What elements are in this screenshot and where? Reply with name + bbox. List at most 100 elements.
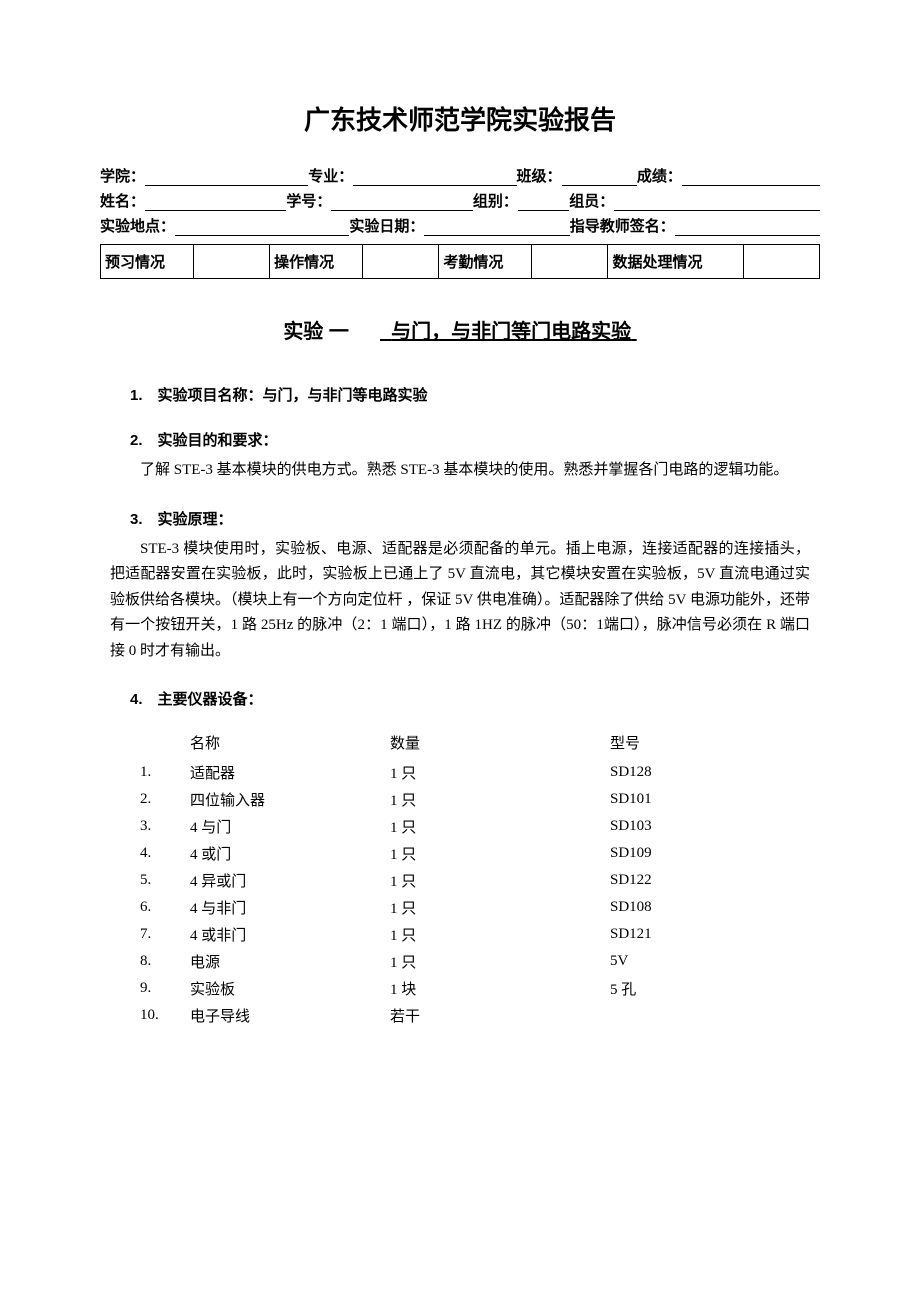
section-1-head: 1. 实验项目名称：与门，与非门等电路实验 <box>130 384 820 405</box>
blank-college[interactable] <box>145 168 308 186</box>
blank-grade[interactable] <box>682 168 820 186</box>
status-dataproc-value[interactable] <box>743 245 819 279</box>
table-header-row: 名称 数量 型号 <box>130 729 750 759</box>
section-2-body: 了解 STE-3 基本模块的供电方式。熟悉 STE-3 基本模块的使用。熟悉并掌… <box>110 458 810 484</box>
label-date: 实验日期： <box>349 215 424 236</box>
equip-cell-qty: 1 只 <box>380 786 600 813</box>
blank-major[interactable] <box>353 168 516 186</box>
blank-location[interactable] <box>175 218 349 236</box>
blank-id[interactable] <box>331 193 472 211</box>
equip-cell-idx: 3. <box>130 813 180 840</box>
page-title: 广东技术师范学院实验报告 <box>100 100 820 137</box>
equip-cell-model: 5 孔 <box>600 975 750 1002</box>
label-name: 姓名： <box>100 190 145 211</box>
info-row-3: 实验地点： 实验日期： 指导教师签名： <box>100 215 820 236</box>
label-college: 学院： <box>100 165 145 186</box>
blank-teacher-sign[interactable] <box>675 218 820 236</box>
equip-cell-model <box>600 1002 750 1029</box>
equip-cell-name: 实验板 <box>180 975 380 1002</box>
equipment-table: 名称 数量 型号 1.适配器1 只SD1282.四位输入器1 只SD1013.4… <box>130 729 750 1029</box>
equip-header-name: 名称 <box>180 729 380 759</box>
section-2-head: 2. 实验目的和要求： <box>130 429 820 450</box>
status-table: 预习情况 操作情况 考勤情况 数据处理情况 <box>100 244 820 279</box>
equip-cell-name: 四位输入器 <box>180 786 380 813</box>
table-row: 预习情况 操作情况 考勤情况 数据处理情况 <box>101 245 820 279</box>
equip-cell-idx: 6. <box>130 894 180 921</box>
equip-cell-qty: 1 只 <box>380 840 600 867</box>
equip-cell-qty: 若干 <box>380 1002 600 1029</box>
experiment-subtitle: 实验 一 与门，与非门等门电路实验 <box>100 315 820 344</box>
section-3-body: STE-3 模块使用时，实验板、电源、适配器是必须配备的单元。插上电源，连接适配… <box>110 537 810 665</box>
subtitle-prefix: 实验 一 <box>283 321 349 343</box>
label-group: 组别： <box>473 190 518 211</box>
equip-cell-idx: 2. <box>130 786 180 813</box>
equip-header-qty: 数量 <box>380 729 600 759</box>
info-row-2: 姓名： 学号： 组别： 组员： <box>100 190 820 211</box>
equip-cell-qty: 1 只 <box>380 948 600 975</box>
equip-cell-qty: 1 只 <box>380 867 600 894</box>
status-preview-value[interactable] <box>194 245 270 279</box>
subtitle-name: 与门，与非门等门电路实验 <box>380 321 637 343</box>
equip-cell-idx: 8. <box>130 948 180 975</box>
equip-cell-model: SD121 <box>600 921 750 948</box>
equip-cell-name: 4 异或门 <box>180 867 380 894</box>
equip-header-model: 型号 <box>600 729 750 759</box>
equip-cell-idx: 4. <box>130 840 180 867</box>
equip-cell-model: SD122 <box>600 867 750 894</box>
equip-cell-name: 适配器 <box>180 759 380 786</box>
label-teacher-sign: 指导教师签名： <box>570 215 675 236</box>
blank-members[interactable] <box>614 193 820 211</box>
equip-cell-name: 4 或门 <box>180 840 380 867</box>
blank-class[interactable] <box>562 168 637 186</box>
status-dataproc-label: 数据处理情况 <box>608 245 743 279</box>
status-preview-label: 预习情况 <box>101 245 194 279</box>
status-attendance-value[interactable] <box>532 245 608 279</box>
equip-cell-name: 4 与非门 <box>180 894 380 921</box>
equip-cell-name: 4 或非门 <box>180 921 380 948</box>
table-row: 9.实验板1 块5 孔 <box>130 975 750 1002</box>
label-grade: 成绩： <box>637 165 682 186</box>
equip-header-idx <box>130 729 180 759</box>
label-members: 组员： <box>569 190 614 211</box>
equip-cell-model: SD108 <box>600 894 750 921</box>
table-row: 7.4 或非门1 只SD121 <box>130 921 750 948</box>
section-4-head: 4. 主要仪器设备： <box>130 688 820 709</box>
table-row: 5.4 异或门1 只SD122 <box>130 867 750 894</box>
table-row: 6.4 与非门1 只SD108 <box>130 894 750 921</box>
blank-group[interactable] <box>518 193 569 211</box>
table-row: 4.4 或门1 只SD109 <box>130 840 750 867</box>
label-major: 专业： <box>308 165 353 186</box>
equip-cell-name: 电源 <box>180 948 380 975</box>
section-3-head: 3. 实验原理： <box>130 508 820 529</box>
label-id: 学号： <box>286 190 331 211</box>
equip-cell-idx: 7. <box>130 921 180 948</box>
info-row-1: 学院： 专业： 班级： 成绩： <box>100 165 820 186</box>
status-operation-value[interactable] <box>363 245 439 279</box>
equip-cell-model: 5V <box>600 948 750 975</box>
equip-cell-model: SD101 <box>600 786 750 813</box>
label-location: 实验地点： <box>100 215 175 236</box>
equip-cell-idx: 9. <box>130 975 180 1002</box>
blank-date[interactable] <box>424 218 569 236</box>
blank-name[interactable] <box>145 193 286 211</box>
equip-cell-name: 4 与门 <box>180 813 380 840</box>
equip-cell-idx: 5. <box>130 867 180 894</box>
equip-cell-model: SD128 <box>600 759 750 786</box>
equip-cell-qty: 1 只 <box>380 759 600 786</box>
page: 广东技术师范学院实验报告 学院： 专业： 班级： 成绩： 姓名： 学号： 组别：… <box>0 0 920 1302</box>
status-attendance-label: 考勤情况 <box>439 245 532 279</box>
equip-cell-qty: 1 块 <box>380 975 600 1002</box>
table-row: 8.电源1 只5V <box>130 948 750 975</box>
equip-cell-name: 电子导线 <box>180 1002 380 1029</box>
table-row: 1.适配器1 只SD128 <box>130 759 750 786</box>
table-row: 10.电子导线若干 <box>130 1002 750 1029</box>
table-row: 3.4 与门1 只SD103 <box>130 813 750 840</box>
label-class: 班级： <box>517 165 562 186</box>
equip-cell-idx: 1. <box>130 759 180 786</box>
status-operation-label: 操作情况 <box>270 245 363 279</box>
equip-cell-qty: 1 只 <box>380 921 600 948</box>
equip-cell-model: SD109 <box>600 840 750 867</box>
equip-cell-qty: 1 只 <box>380 894 600 921</box>
table-row: 2.四位输入器1 只SD101 <box>130 786 750 813</box>
equip-cell-model: SD103 <box>600 813 750 840</box>
